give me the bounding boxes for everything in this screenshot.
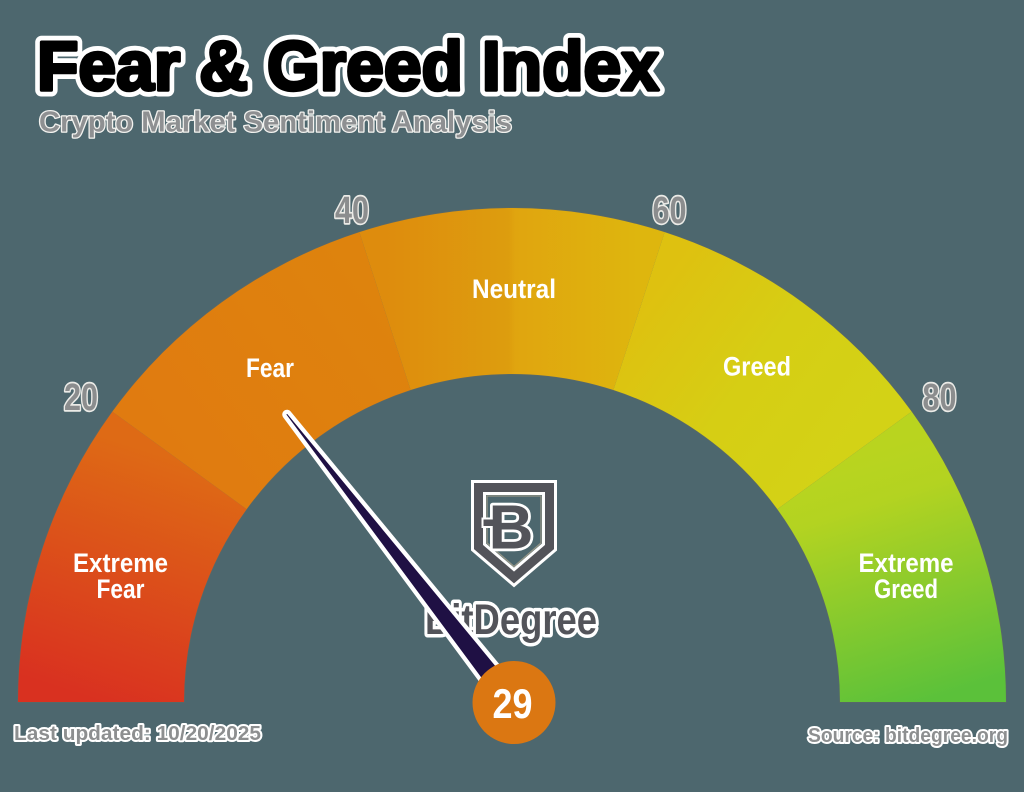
svg-text:60: 60: [653, 190, 687, 232]
svg-text:Greed: Greed: [874, 574, 938, 604]
svg-text:Extreme: Extreme: [73, 548, 168, 578]
svg-text:Greed: Greed: [723, 352, 791, 382]
svg-text:29: 29: [493, 680, 533, 727]
svg-text:Last updated: 10/20/2025: Last updated: 10/20/2025: [14, 722, 261, 745]
svg-text:Neutral: Neutral: [472, 274, 556, 304]
svg-text:80: 80: [923, 377, 957, 419]
svg-text:Crypto Market Sentiment Analys: Crypto Market Sentiment Analysis: [39, 107, 512, 139]
svg-text:Source: bitdegree.org: Source: bitdegree.org: [808, 724, 1008, 747]
svg-text:20: 20: [64, 377, 98, 419]
svg-text:B: B: [489, 494, 534, 563]
svg-text:Extreme: Extreme: [859, 548, 954, 578]
svg-text:Fear: Fear: [246, 353, 294, 383]
svg-text:40: 40: [335, 190, 369, 232]
svg-text:Fear & Greed Index: Fear & Greed Index: [37, 27, 659, 105]
svg-text:Fear & Greed Index: Fear & Greed Index: [37, 27, 659, 105]
svg-text:Fear: Fear: [97, 574, 145, 604]
